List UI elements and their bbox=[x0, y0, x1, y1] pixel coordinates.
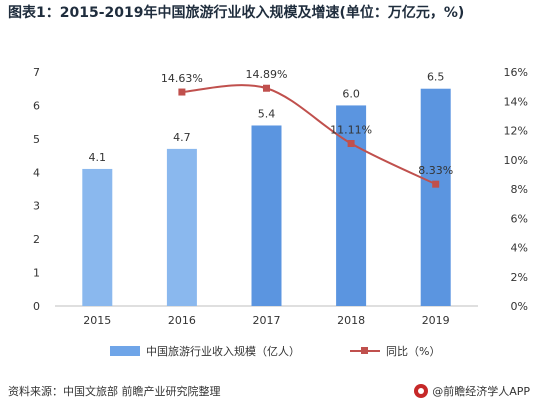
y-left-tick-label: 5 bbox=[33, 133, 40, 146]
growth-line bbox=[178, 84, 440, 188]
bar bbox=[82, 168, 113, 306]
legend-line-label: 同比（%） bbox=[386, 345, 441, 358]
growth-value-labels: 14.63% 14.89% 11.11% 8.33% bbox=[161, 68, 453, 177]
bar-value-label: 6.5 bbox=[427, 71, 445, 84]
footer: 资料来源：中国文旅部 前瞻产业研究院整理 @前瞻经济学人APP bbox=[0, 381, 538, 401]
y-left-ticks: 0 1 2 3 4 5 6 7 bbox=[33, 66, 40, 313]
x-tick-label: 2018 bbox=[337, 314, 365, 327]
legend-item-line[interactable]: 同比（%） bbox=[350, 343, 440, 359]
bar bbox=[166, 148, 197, 306]
x-tick-label: 2015 bbox=[83, 314, 111, 327]
bar-value-label: 6.0 bbox=[342, 87, 360, 100]
y-right-tick-label: 16% bbox=[504, 66, 528, 79]
brand-logo-icon bbox=[414, 384, 429, 398]
growth-value-label: 11.11% bbox=[330, 124, 372, 137]
legend-item-bar[interactable]: 中国旅游行业收入规模（亿人） bbox=[110, 343, 300, 359]
bar bbox=[251, 125, 282, 306]
bars bbox=[82, 88, 451, 306]
growth-point bbox=[432, 180, 440, 188]
x-tick-label: 2019 bbox=[422, 314, 450, 327]
legend-bar-swatch bbox=[110, 346, 140, 356]
growth-point bbox=[263, 84, 270, 92]
y-right-tick-label: 14% bbox=[504, 95, 528, 108]
y-left-tick-label: 1 bbox=[33, 267, 40, 280]
legend-bar-label: 中国旅游行业收入规模（亿人） bbox=[146, 345, 300, 358]
y-right-tick-label: 8% bbox=[511, 183, 528, 196]
bar-value-labels: 4.1 4.7 5.4 6.0 6.5 bbox=[89, 71, 445, 164]
growth-value-label: 14.63% bbox=[161, 72, 203, 85]
y-right-tick-label: 12% bbox=[504, 125, 528, 138]
brand-label: @前瞻经济学人APP bbox=[432, 385, 530, 398]
bar bbox=[420, 88, 451, 306]
y-right-tick-label: 10% bbox=[504, 154, 528, 167]
y-right-tick-label: 2% bbox=[511, 271, 528, 284]
legend-line-swatch bbox=[350, 346, 380, 356]
y-left-tick-label: 4 bbox=[33, 166, 40, 179]
growth-point bbox=[178, 88, 186, 96]
source-note: 资料来源：中国文旅部 前瞻产业研究院整理 bbox=[8, 385, 221, 398]
growth-point bbox=[347, 140, 355, 148]
growth-value-label: 14.89% bbox=[246, 68, 288, 81]
y-right-tick-label: 6% bbox=[511, 212, 528, 225]
y-left-tick-label: 0 bbox=[33, 300, 40, 313]
brand[interactable]: @前瞻经济学人APP bbox=[414, 383, 530, 399]
y-right-tick-label: 0% bbox=[511, 300, 528, 313]
bar bbox=[336, 105, 367, 306]
x-tick-labels: 2015 2016 2017 2018 2019 bbox=[83, 314, 449, 327]
bar-value-label: 4.1 bbox=[89, 151, 107, 164]
bar-value-label: 4.7 bbox=[173, 131, 191, 144]
y-left-tick-label: 3 bbox=[33, 200, 40, 213]
y-left-tick-label: 2 bbox=[33, 233, 40, 246]
growth-value-label: 8.33% bbox=[418, 164, 453, 177]
y-right-tick-label: 4% bbox=[511, 242, 528, 255]
bar-value-label: 5.4 bbox=[258, 107, 276, 120]
x-tick-label: 2017 bbox=[253, 314, 281, 327]
x-tick-label: 2016 bbox=[168, 314, 196, 327]
chart-title: 图表1：2015-2019年中国旅游行业收入规模及增速(单位：万亿元，%) bbox=[8, 5, 465, 21]
y-right-ticks: 0% 2% 4% 6% 8% 10% 12% 14% 16% bbox=[504, 66, 528, 313]
y-left-tick-label: 7 bbox=[33, 66, 40, 79]
legend: 中国旅游行业收入规模（亿人） 同比（%） bbox=[0, 343, 538, 361]
growth-line-path bbox=[181, 84, 437, 186]
y-left-tick-label: 6 bbox=[33, 99, 40, 112]
